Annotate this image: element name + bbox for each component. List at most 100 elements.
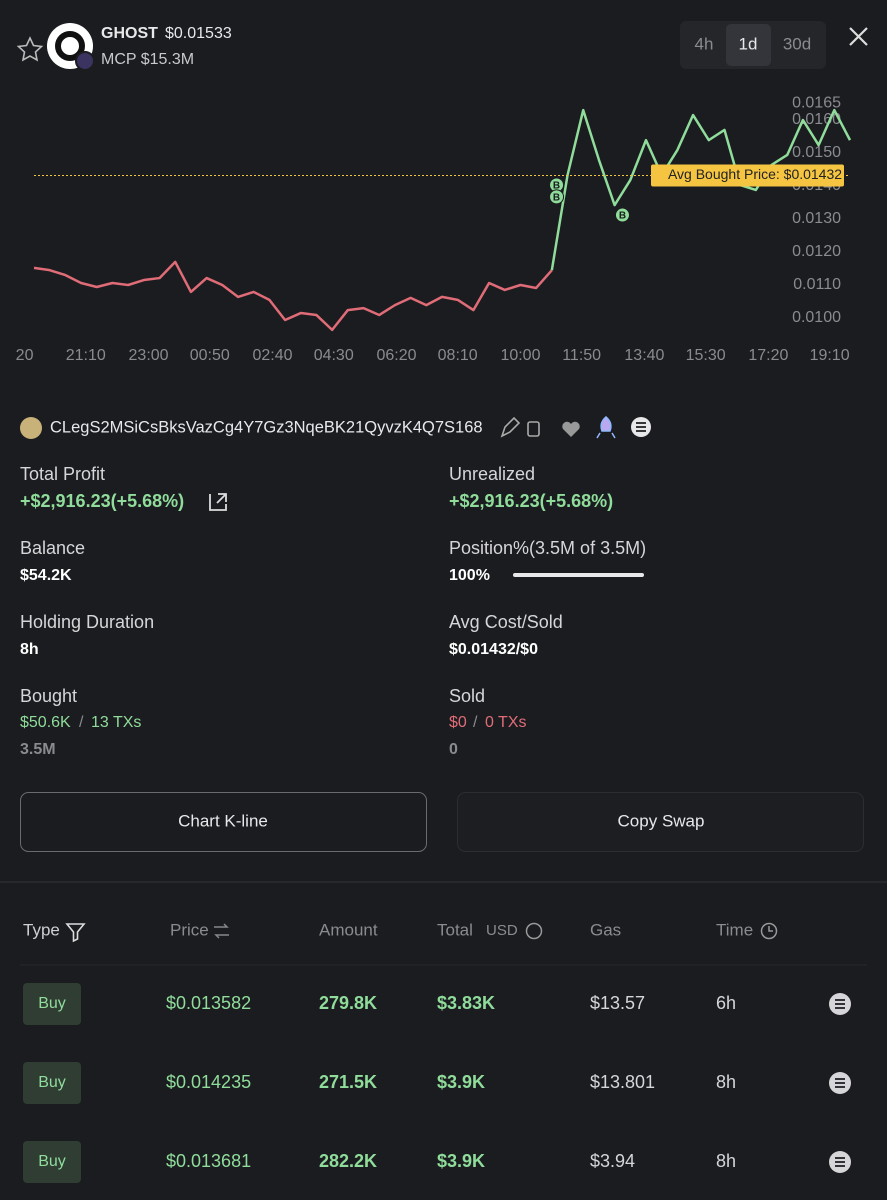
avg-price-badge bbox=[651, 164, 844, 187]
avg-price-label: Avg Bought Price: $0.01432 bbox=[668, 166, 842, 182]
x-tick-label: 04:30 bbox=[314, 347, 354, 364]
table-cell: 6h bbox=[716, 993, 736, 1013]
column-header: Total bbox=[437, 920, 473, 939]
wallet-address: CLegS2MSiCsBksVazCg4Y7Gz3NqeBK21QyvzK4Q7… bbox=[50, 418, 483, 436]
button[interactable] bbox=[457, 792, 864, 852]
close-icon[interactable] bbox=[849, 27, 868, 46]
chain-icon-lines bbox=[835, 999, 845, 1009]
x-tick-label: 15:30 bbox=[686, 347, 726, 364]
timeframe[interactable]: 4h bbox=[695, 34, 714, 53]
swap-icon[interactable] bbox=[214, 923, 229, 939]
stat-value: 0 bbox=[449, 741, 458, 758]
separator: / bbox=[473, 714, 478, 731]
stat-label: Holding Duration bbox=[20, 612, 154, 632]
button[interactable] bbox=[20, 792, 427, 852]
price-line bbox=[550, 108, 852, 271]
table-cell: 282.2K bbox=[319, 1151, 377, 1171]
filter-icon[interactable] bbox=[65, 923, 86, 943]
button-label: Chart K-line bbox=[178, 811, 268, 830]
buy-marker-label: B bbox=[553, 181, 560, 192]
stat-value: 3.5M bbox=[20, 741, 56, 758]
separator: / bbox=[79, 714, 84, 731]
star-icon[interactable] bbox=[16, 36, 44, 62]
buy-marker bbox=[614, 207, 630, 223]
table-cell: 8h bbox=[716, 1072, 736, 1092]
token-price: $0.01533 bbox=[165, 25, 232, 42]
y-tick-label: 0.0165 bbox=[792, 95, 841, 112]
stat-label: Position%(3.5M of 3.5M) bbox=[449, 538, 646, 558]
table-cell: $3.94 bbox=[590, 1151, 635, 1171]
table-cell: $3.9K bbox=[437, 1072, 485, 1092]
x-tick-label: 11:50 bbox=[562, 347, 601, 364]
stat-value: $54.2K bbox=[20, 567, 72, 584]
x-tick-label: 21:10 bbox=[66, 347, 106, 364]
copy-icon[interactable] bbox=[527, 421, 540, 437]
chart: 0.01000.01100.01200.01300.01400.01500.01… bbox=[16, 95, 852, 364]
table-cell: $0.014235 bbox=[166, 1072, 251, 1092]
x-tick-label: 19:10 bbox=[810, 347, 850, 364]
timeframe[interactable]: 30d bbox=[783, 34, 811, 53]
stat-label: Balance bbox=[20, 538, 85, 558]
x-tick-label: 08:10 bbox=[438, 347, 478, 364]
table-cell: Buy bbox=[38, 1153, 66, 1170]
token-name: GHOST bbox=[101, 25, 158, 42]
table-cell: 271.5K bbox=[319, 1072, 377, 1092]
buy-marker bbox=[549, 189, 565, 205]
stat-value: +$2,916.23(+5.68%) bbox=[449, 491, 613, 511]
stat-label: Avg Cost/Sold bbox=[449, 612, 563, 632]
stat-value: 13 TXs bbox=[91, 714, 141, 731]
external-link-icon[interactable] bbox=[209, 493, 227, 511]
wallet-avatar bbox=[20, 417, 42, 439]
stat-label: Bought bbox=[20, 686, 77, 706]
x-tick-label: 06:20 bbox=[376, 347, 416, 364]
stat-value: $50.6K bbox=[20, 714, 71, 731]
position-bar bbox=[513, 573, 644, 577]
timeframe[interactable]: 1d bbox=[739, 34, 758, 53]
stat-value: +$2,916.23(+5.68%) bbox=[20, 491, 184, 511]
chain-icon-lines bbox=[835, 1157, 845, 1167]
stat-label: Unrealized bbox=[449, 464, 535, 484]
table-cell: $0.013681 bbox=[166, 1151, 251, 1171]
table-cell: $3.83K bbox=[437, 993, 495, 1013]
y-tick-label: 0.0100 bbox=[792, 309, 841, 326]
rocket-icon[interactable] bbox=[596, 416, 616, 439]
buy-marker-label: B bbox=[553, 193, 560, 204]
favorite-icon[interactable] bbox=[562, 421, 580, 437]
table-cell: Buy bbox=[38, 995, 66, 1012]
stat-label: Total Profit bbox=[20, 464, 105, 484]
clock-hands bbox=[768, 926, 773, 932]
chain-icon-lines bbox=[835, 1078, 845, 1088]
table-cell: $3.9K bbox=[437, 1151, 485, 1171]
type-badge bbox=[23, 1062, 81, 1104]
timeframe-active bbox=[726, 24, 771, 66]
x-tick-label: 20 bbox=[16, 347, 34, 364]
y-tick-label: 0.0120 bbox=[792, 243, 841, 260]
stat-value: $0.01432/$0 bbox=[449, 641, 538, 658]
buy-marker-label: B bbox=[619, 211, 626, 222]
x-tick-label: 10:00 bbox=[500, 347, 540, 364]
table-cell: Buy bbox=[38, 1074, 66, 1091]
stat-value: 8h bbox=[20, 641, 39, 658]
column-header: USD bbox=[486, 922, 518, 939]
column-header: Amount bbox=[319, 920, 378, 939]
edit-icon[interactable] bbox=[500, 416, 521, 438]
clock-icon bbox=[760, 922, 778, 940]
button-label: Copy Swap bbox=[618, 811, 705, 830]
usd-icon[interactable] bbox=[525, 922, 543, 940]
type-badge bbox=[23, 983, 81, 1025]
stat-value: 0 TXs bbox=[485, 714, 527, 731]
price-line bbox=[33, 260, 553, 332]
stat-value: $0 bbox=[449, 714, 467, 731]
table-cell: $13.57 bbox=[590, 993, 645, 1013]
column-header: Gas bbox=[590, 920, 621, 939]
stat-label: Sold bbox=[449, 686, 485, 706]
y-tick-label: 0.0110 bbox=[793, 276, 841, 293]
table-cell: $0.013582 bbox=[166, 993, 251, 1013]
x-tick-label: 00:50 bbox=[190, 347, 230, 364]
table-cell: $13.801 bbox=[590, 1072, 655, 1092]
x-tick-label: 02:40 bbox=[252, 347, 292, 364]
column-header: Price bbox=[170, 920, 209, 939]
x-tick-label: 13:40 bbox=[624, 347, 664, 364]
